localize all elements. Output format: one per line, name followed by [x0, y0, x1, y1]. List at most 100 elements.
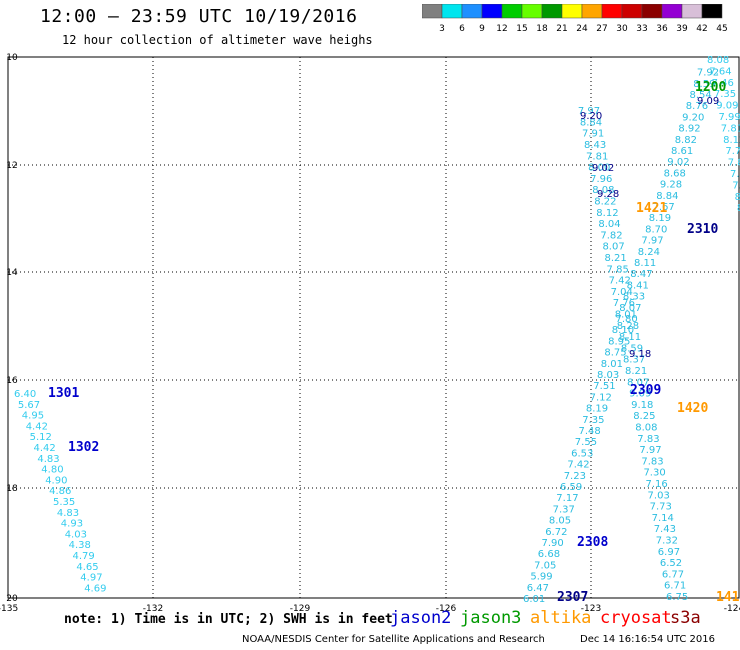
- wave-value-label-high: 9.28: [597, 189, 619, 200]
- wave-value-label: 7.55: [575, 437, 597, 448]
- colorbar-label: 27: [596, 24, 607, 34]
- colorbar-label: 21: [556, 24, 567, 34]
- wave-value-label: 9.18: [631, 400, 653, 411]
- wave-value-label: 7.17: [556, 493, 578, 504]
- colorbar-label: 12: [496, 24, 507, 34]
- wave-value-label: 7.88: [728, 158, 740, 169]
- wave-value-label: 4.86: [49, 486, 71, 497]
- wave-value-label: 7.37: [553, 504, 575, 515]
- wave-value-label: 8.59: [693, 79, 715, 90]
- wave-value-label-high: 9.09: [697, 96, 719, 107]
- wave-value-label: 6.52: [660, 558, 682, 569]
- x-tick-label: -132: [143, 604, 163, 612]
- wave-value-label: 9.20: [682, 112, 704, 123]
- wave-value-label: 7.80: [616, 314, 638, 325]
- y-tick-label: 12: [6, 161, 17, 171]
- pass-time-label: 1302: [68, 440, 99, 455]
- colorbar-label: 45: [716, 24, 727, 34]
- wave-value-label: 4.42: [34, 443, 56, 454]
- wave-value-label: 8.12: [737, 203, 740, 214]
- wave-value-label: 9.28: [660, 180, 682, 191]
- wave-value-label: 8.43: [584, 140, 606, 151]
- wave-value-label: 6.71: [664, 581, 686, 592]
- wave-value-label: 7.97: [641, 236, 663, 247]
- wave-value-label: 7.12: [590, 392, 612, 403]
- wave-value-label: 8.84: [656, 191, 678, 202]
- wave-value-label: 4.90: [45, 475, 67, 486]
- colorbar-label: 9: [479, 24, 485, 34]
- wave-value-label: 7.73: [650, 502, 672, 513]
- wave-value-label: 7.46: [712, 78, 734, 89]
- colorbar-label: 6: [459, 24, 465, 34]
- wave-value-label: 7.81: [721, 123, 740, 134]
- wave-value-label: 4.65: [76, 562, 98, 573]
- generated-date: Dec 14 16:16:54 UTC 2016: [580, 634, 715, 645]
- pass-time-label: 141: [716, 590, 740, 605]
- x-tick-label: -135: [0, 604, 18, 612]
- wave-value-label: 8.00: [588, 163, 610, 174]
- wave-value-label: 8.22: [594, 197, 616, 208]
- wave-value-label: 7.87: [730, 169, 740, 180]
- wave-height-map: -135 -132 -129 -126 -123 -124 10 12 14 16 18 20 6.40…: [0, 53, 740, 612]
- wave-value-label: 8.95: [608, 336, 630, 347]
- wave-value-label-high: 9.02: [592, 163, 614, 174]
- wave-value-label: 6.53: [571, 448, 593, 459]
- wave-value-label: 5.35: [53, 497, 75, 508]
- legend-s3a: s3a: [670, 608, 701, 628]
- wave-value-label: 8.01: [601, 359, 623, 370]
- wave-value-label: 7.05: [534, 560, 556, 571]
- colorbar-label: 18: [536, 24, 548, 34]
- wave-value-label: 7.91: [582, 129, 604, 140]
- wave-value-label: 8.03: [597, 370, 619, 381]
- wave-value-label: 8.37: [623, 355, 645, 366]
- colorbar-label: 42: [696, 24, 707, 34]
- wave-value-label: 8.12: [596, 208, 618, 219]
- wave-value-label: 8.70: [645, 224, 667, 235]
- wave-value-label: 8.84: [580, 117, 602, 128]
- legend-jason2: jason2: [390, 608, 452, 628]
- y-tick-label: 20: [6, 594, 18, 604]
- colorbar-label: 36: [656, 24, 668, 34]
- wave-value-label: 7.23: [564, 471, 586, 482]
- y-tick-label: 16: [6, 376, 18, 386]
- wave-value-label: 7.81: [586, 151, 608, 162]
- wave-value-label: 8.21: [625, 366, 647, 377]
- wave-value-label: 7.96: [590, 174, 612, 185]
- wave-value-label: 7.82: [600, 230, 622, 241]
- plot-frame: [7, 56, 740, 599]
- wave-value-label: 8.12: [723, 135, 740, 146]
- wave-value-label: 7.74: [725, 146, 740, 157]
- wave-value-label: 8.59: [621, 343, 643, 354]
- colorbar-label: 15: [516, 24, 527, 34]
- y-tick-label: 10: [6, 53, 18, 63]
- wave-value-label: 4.83: [57, 508, 79, 519]
- pass-time-label: 2310: [687, 222, 718, 237]
- wave-value-label: 6.97: [658, 547, 680, 558]
- wave-value-label: 8.47: [630, 269, 652, 280]
- wave-value-label: 8.10: [612, 325, 634, 336]
- wave-value-label: 8.28: [617, 321, 639, 332]
- wave-value-label: 6.72: [545, 527, 567, 538]
- wave-value-label: 8.01: [615, 310, 637, 321]
- wave-value-label: 7.14: [652, 513, 674, 524]
- wave-value-label: 8.11: [619, 332, 641, 343]
- wave-value-label: 8.08: [707, 55, 729, 66]
- wave-value-label: 9.09: [716, 101, 738, 112]
- units-note: note: 1) Time is in UTC; 2) SWH is in fe…: [64, 612, 393, 627]
- wave-value-label: 8.07: [619, 303, 641, 314]
- wave-value-label: 8.07: [627, 377, 649, 388]
- y-tick-label: 14: [6, 268, 18, 278]
- wave-value-label: 6.77: [662, 569, 684, 580]
- wave-value-label: 7.32: [656, 536, 678, 547]
- wave-value-label-high: 9.20: [580, 111, 602, 122]
- legend-jason3: jason3: [460, 608, 522, 628]
- wave-value-label: 7.97: [578, 106, 600, 117]
- x-tick-label: -123: [581, 604, 601, 612]
- wave-value-label: 7.76: [613, 298, 635, 309]
- wave-value-label: 8.92: [678, 124, 700, 135]
- wave-value-label: 7.30: [643, 468, 665, 479]
- wave-value-label: 6.68: [538, 549, 560, 560]
- color-scale-bar: 36912151821242730333639424570(ft): [422, 4, 728, 34]
- wave-value-label: 7.51: [593, 381, 615, 392]
- wave-value-label: 6.75: [666, 592, 688, 603]
